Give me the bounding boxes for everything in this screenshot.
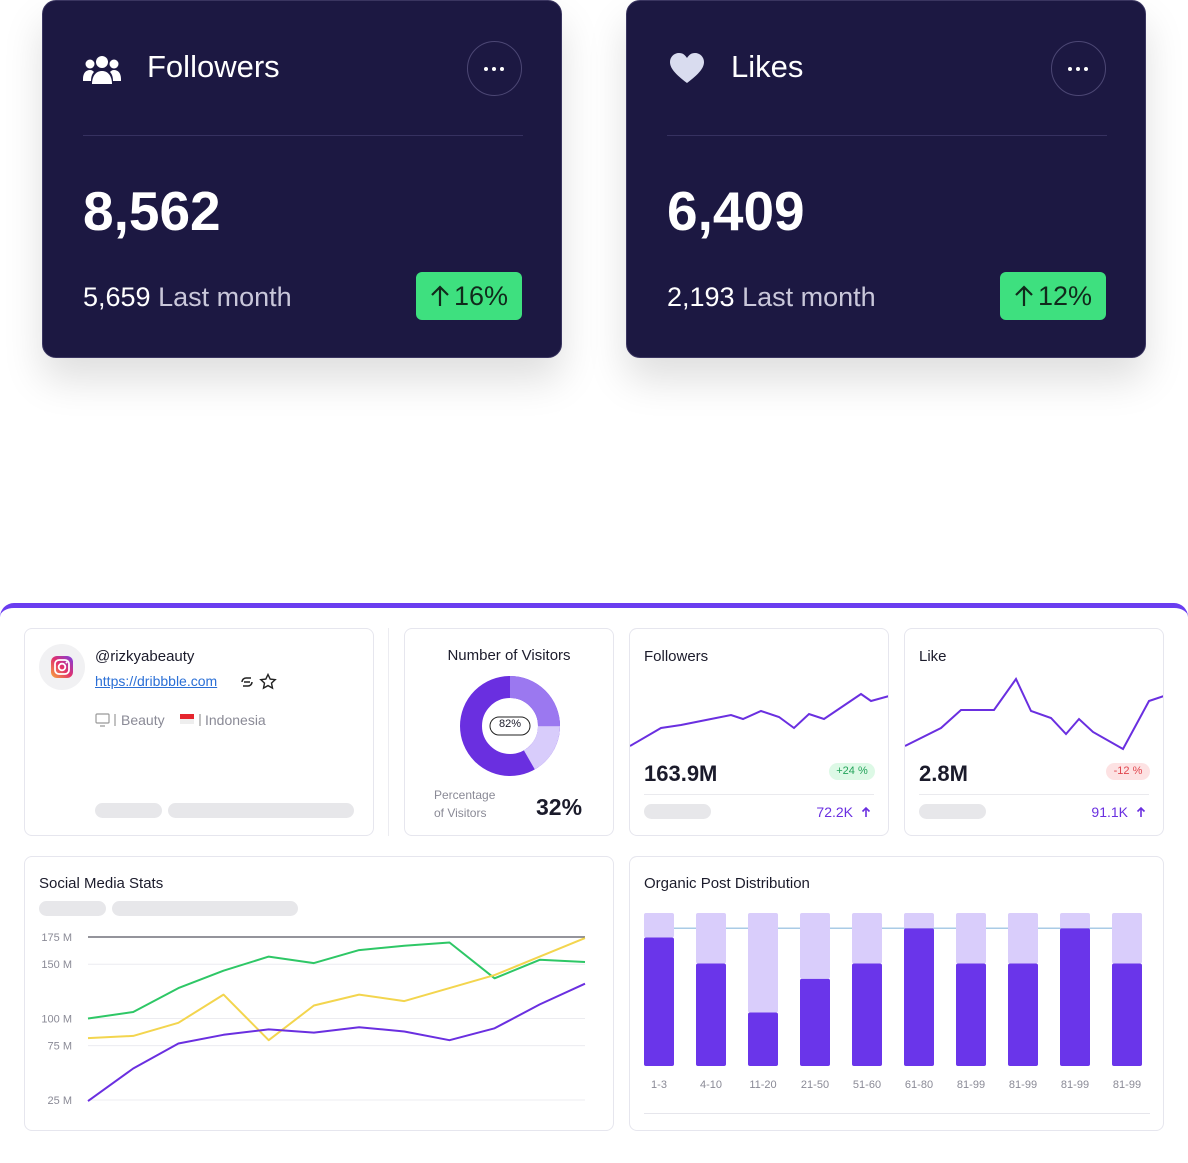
category: Beauty xyxy=(121,712,165,728)
followers-icon xyxy=(83,56,121,84)
placeholder xyxy=(919,804,986,819)
arrow-up xyxy=(1136,806,1146,817)
change-badge: 12% xyxy=(1000,272,1106,320)
card-value: 6,409 xyxy=(667,180,805,242)
sub-value: 72.2K xyxy=(816,804,853,820)
divider xyxy=(644,794,874,795)
donut-label: 82% xyxy=(498,718,522,730)
card-title: Followers xyxy=(644,648,709,665)
change-badge: -12 % xyxy=(1106,763,1150,780)
stat-card: Followers 8,562 5,659 Last month 16% xyxy=(42,0,562,358)
placeholder xyxy=(112,901,298,916)
link-icons xyxy=(241,673,277,690)
metric-value: 2.8M xyxy=(919,761,968,786)
visitors-value: 32% xyxy=(536,794,583,820)
instagram-icon xyxy=(39,644,85,690)
card-title: Likes xyxy=(731,49,804,84)
heart-icon xyxy=(670,53,704,83)
previous: 5,659 Last month xyxy=(83,282,292,313)
arrow-up xyxy=(431,285,449,306)
change-badge: 16% xyxy=(416,272,522,320)
metric-value: 163.9M xyxy=(644,761,718,786)
previous: 2,193 Last month xyxy=(667,282,876,313)
handle: @rizkyabeauty xyxy=(95,648,195,665)
sparkline xyxy=(630,692,888,747)
previous-label: Last month xyxy=(742,282,876,312)
previous-value: 2,193 xyxy=(667,282,735,312)
chart-title: Social Media Stats xyxy=(39,875,164,892)
card-title: Followers xyxy=(147,49,280,84)
donut-segment xyxy=(460,676,560,776)
previous-value: 5,659 xyxy=(83,282,151,312)
country: Indonesia xyxy=(205,712,266,728)
card-value: 8,562 xyxy=(83,180,221,242)
placeholder xyxy=(39,901,106,916)
change: 12% xyxy=(1037,281,1092,311)
stat-card: Likes 6,409 2,193 Last month 12% xyxy=(626,0,1146,358)
chart-title: Organic Post Distribution xyxy=(644,875,810,892)
card-title: Like xyxy=(919,648,947,665)
divider xyxy=(919,794,1149,795)
chart-card: Organic Post Distribution xyxy=(629,856,1164,1131)
change: 16% xyxy=(453,281,508,311)
followers-card: Followers 163.9M +24 % 72.2K xyxy=(629,628,889,836)
visitors-card: Number of Visitors 82% Percentage of Vis… xyxy=(404,628,614,836)
caption: Percentage xyxy=(434,788,496,802)
profile-link[interactable]: https://dribbble.com xyxy=(95,673,218,689)
like-card: Like 2.8M -12 % 91.1K xyxy=(904,628,1164,836)
placeholder xyxy=(168,803,354,818)
arrow-up xyxy=(861,806,871,817)
profile-card: @rizkyabeauty https://dribbble.com Beaut… xyxy=(24,628,374,836)
card-title: Number of Visitors xyxy=(447,647,571,664)
baseline xyxy=(644,1113,1150,1114)
category-icon xyxy=(95,713,116,727)
arrow-up xyxy=(1015,285,1033,306)
sub-value: 91.1K xyxy=(1091,804,1128,820)
placeholder xyxy=(95,803,162,818)
more-button[interactable] xyxy=(1051,41,1106,96)
chart-card: Social Media Stats xyxy=(24,856,614,1131)
divider xyxy=(667,135,1107,136)
sparkline xyxy=(905,677,1163,751)
donut xyxy=(460,676,560,776)
divider xyxy=(388,628,389,836)
more-button[interactable] xyxy=(467,41,522,96)
caption: of Visitors xyxy=(434,806,487,820)
placeholder xyxy=(644,804,711,819)
change-badge: +24 % xyxy=(829,763,875,780)
divider xyxy=(83,135,523,136)
flag-icon xyxy=(180,714,201,726)
previous-label: Last month xyxy=(158,282,292,312)
